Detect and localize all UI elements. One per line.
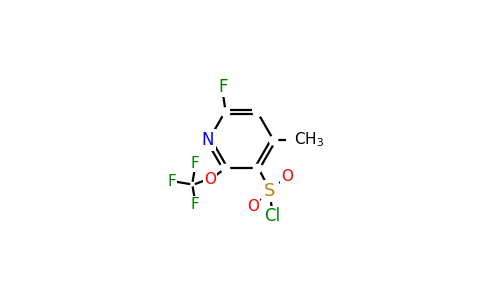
Text: F: F (191, 197, 199, 212)
Text: N: N (201, 131, 214, 149)
Text: F: F (218, 77, 227, 95)
Text: CH$_3$: CH$_3$ (294, 130, 324, 149)
Text: Cl: Cl (264, 208, 280, 226)
Text: F: F (167, 174, 176, 189)
Text: O: O (247, 199, 258, 214)
Text: O: O (281, 169, 293, 184)
Text: F: F (191, 156, 199, 171)
Text: O: O (204, 172, 216, 187)
Text: S: S (264, 182, 276, 200)
